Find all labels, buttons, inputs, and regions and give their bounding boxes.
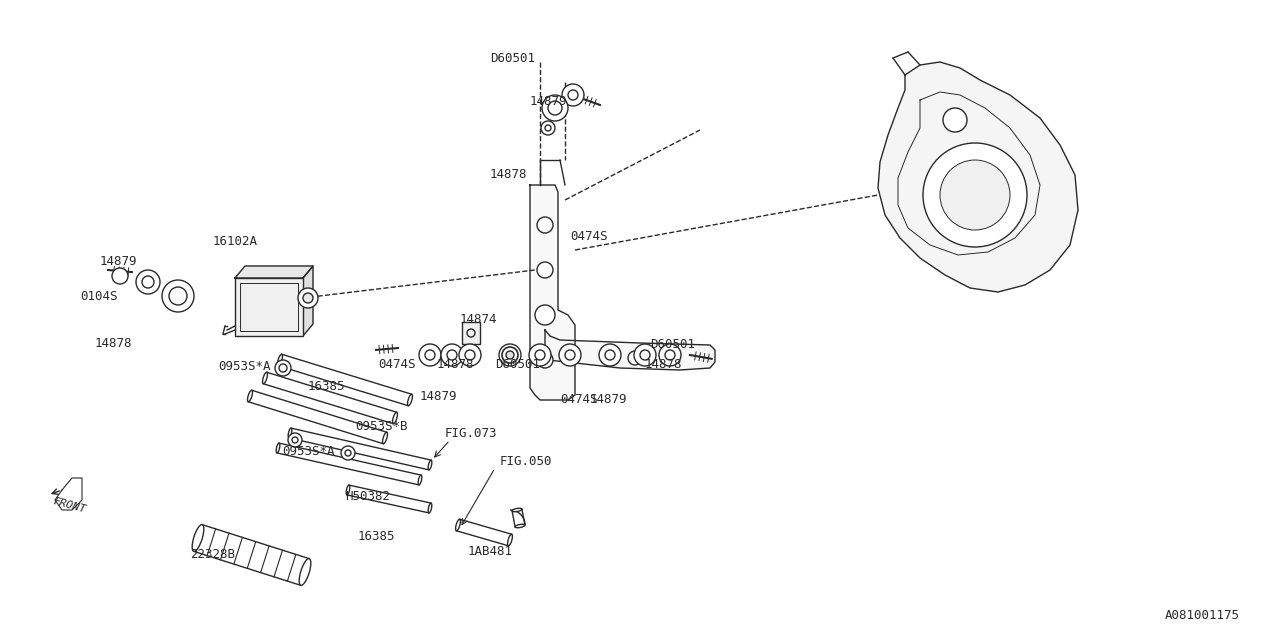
Circle shape (940, 160, 1010, 230)
Circle shape (419, 344, 442, 366)
Text: 14878: 14878 (95, 337, 133, 350)
Text: FRONT: FRONT (52, 496, 87, 514)
Text: FIG.073: FIG.073 (445, 427, 498, 440)
Circle shape (136, 270, 160, 294)
Text: 0104S: 0104S (79, 290, 118, 303)
Text: 16102A: 16102A (212, 235, 259, 248)
Polygon shape (878, 62, 1078, 292)
Text: 1AB481: 1AB481 (468, 545, 513, 558)
Circle shape (666, 350, 675, 360)
Ellipse shape (278, 355, 283, 365)
Bar (236, 278, 303, 336)
Text: 14874: 14874 (460, 313, 498, 326)
Circle shape (163, 280, 195, 312)
Ellipse shape (429, 460, 431, 470)
Circle shape (538, 262, 553, 278)
Circle shape (640, 350, 650, 360)
Ellipse shape (247, 390, 252, 402)
Circle shape (303, 293, 314, 303)
Text: D60501: D60501 (650, 338, 695, 351)
Ellipse shape (456, 519, 461, 531)
Text: 0474S: 0474S (561, 393, 598, 406)
Circle shape (923, 143, 1027, 247)
Text: FIG.050: FIG.050 (500, 455, 553, 468)
Text: 16385: 16385 (358, 530, 396, 543)
Circle shape (535, 350, 545, 360)
Text: 14879: 14879 (420, 390, 457, 403)
Ellipse shape (429, 503, 431, 513)
Ellipse shape (192, 525, 204, 552)
Ellipse shape (288, 428, 292, 438)
Circle shape (628, 351, 643, 365)
Ellipse shape (262, 372, 268, 384)
Text: D60501: D60501 (490, 52, 535, 65)
Ellipse shape (300, 559, 311, 586)
Circle shape (535, 305, 556, 325)
Bar (241, 283, 298, 331)
Circle shape (506, 350, 515, 360)
Circle shape (529, 344, 550, 366)
Ellipse shape (276, 443, 280, 453)
Ellipse shape (515, 524, 525, 528)
Circle shape (562, 84, 584, 106)
Text: A081001175: A081001175 (1165, 609, 1240, 622)
Circle shape (425, 350, 435, 360)
Text: 0953S*A: 0953S*A (218, 360, 270, 373)
Polygon shape (545, 330, 716, 370)
Ellipse shape (383, 432, 388, 444)
Circle shape (599, 344, 621, 366)
Circle shape (465, 350, 475, 360)
Circle shape (298, 288, 317, 308)
Text: 0474S: 0474S (570, 230, 608, 243)
Circle shape (541, 121, 556, 135)
Circle shape (564, 350, 575, 360)
Circle shape (659, 344, 681, 366)
Circle shape (442, 344, 463, 366)
Polygon shape (236, 266, 314, 278)
Text: 14879: 14879 (100, 255, 137, 268)
Text: 0474S: 0474S (378, 358, 416, 371)
Circle shape (605, 350, 614, 360)
Circle shape (538, 352, 553, 368)
Circle shape (559, 344, 581, 366)
Circle shape (340, 446, 355, 460)
Circle shape (499, 344, 521, 366)
Text: 14878: 14878 (436, 358, 475, 371)
Text: 0953S*B: 0953S*B (355, 420, 407, 433)
Text: 14879: 14879 (530, 95, 567, 108)
Circle shape (506, 351, 515, 359)
Circle shape (548, 101, 562, 115)
Circle shape (169, 287, 187, 305)
Circle shape (943, 108, 966, 132)
Circle shape (502, 347, 518, 363)
Circle shape (142, 276, 154, 288)
Text: D60501: D60501 (495, 358, 540, 371)
Circle shape (460, 344, 481, 366)
Polygon shape (303, 266, 314, 336)
Text: 14878: 14878 (490, 168, 527, 181)
Polygon shape (530, 185, 575, 400)
Circle shape (288, 433, 302, 447)
Ellipse shape (346, 485, 349, 495)
Text: 14878: 14878 (645, 358, 682, 371)
Text: H50382: H50382 (346, 490, 390, 503)
Bar (462, 322, 480, 344)
Text: 22328B: 22328B (189, 548, 236, 561)
Circle shape (113, 268, 128, 284)
Text: 0953S*A: 0953S*A (282, 445, 334, 458)
Text: 14879: 14879 (590, 393, 627, 406)
Circle shape (447, 350, 457, 360)
Circle shape (541, 95, 568, 121)
Ellipse shape (512, 508, 522, 512)
Ellipse shape (407, 394, 412, 406)
Circle shape (634, 344, 657, 366)
Text: 16385: 16385 (308, 380, 346, 393)
Ellipse shape (393, 412, 398, 424)
Circle shape (538, 217, 553, 233)
Circle shape (568, 90, 579, 100)
Circle shape (275, 360, 291, 376)
Ellipse shape (508, 534, 512, 546)
Ellipse shape (419, 475, 422, 485)
